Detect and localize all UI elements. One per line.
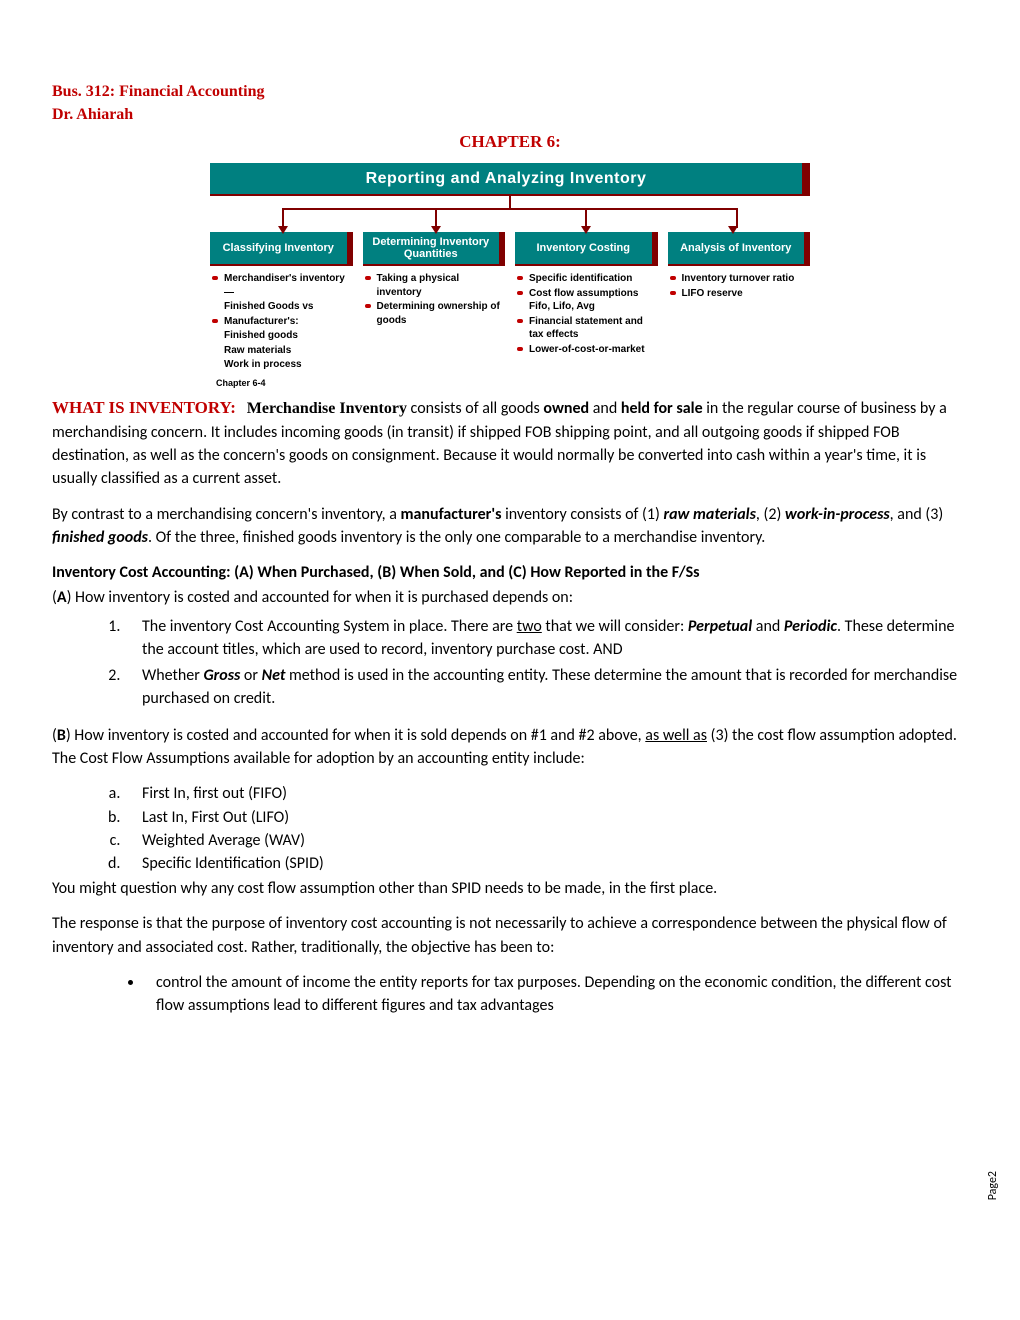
list-A-2: Whether Gross or Net method is used in t…	[124, 664, 968, 710]
t: The inventory Cost Accounting System in …	[142, 617, 517, 636]
t: ) How inventory is costed and accounted …	[66, 726, 645, 745]
sub-box-determining: Determining Inventory Quantities	[363, 232, 506, 266]
t: inventory consists of (1)	[501, 505, 663, 524]
diagram-bullet: Manufacturer's:	[212, 315, 353, 329]
t: and	[589, 399, 621, 418]
chapter-heading: CHAPTER 6:	[52, 130, 968, 155]
diagram-connectors	[210, 196, 810, 232]
B-intro: (B) How inventory is costed and accounte…	[52, 724, 968, 770]
t: , and (3)	[890, 505, 944, 524]
sub-box-analysis: Analysis of Inventory	[668, 232, 811, 266]
diagram-chapter-label: Chapter 6-4	[216, 379, 810, 388]
diagram-bullet: Cost flow assumptions Fifo, Lifo, Avg	[517, 287, 658, 314]
para-manufacturer: By contrast to a merchandising concern's…	[52, 503, 968, 549]
A-intro: (A) How inventory is costed and accounte…	[52, 586, 968, 609]
t: By contrast to a merchandising concern's…	[52, 505, 400, 524]
held: held for sale	[621, 399, 703, 418]
aswell: as well as	[645, 726, 707, 745]
diagram-title-bar: Reporting and Analyzing Inventory	[210, 163, 810, 196]
list-A: The inventory Cost Accounting System in …	[52, 615, 968, 710]
question-para: You might question why any cost flow ass…	[52, 877, 968, 900]
owned: owned	[543, 399, 589, 418]
sub-box-costing: Inventory Costing	[515, 232, 658, 266]
course-title: Bus. 312: Financial Accounting	[52, 80, 968, 103]
sub-box-classifying: Classifying Inventory	[210, 232, 353, 266]
wip: work-in-process	[785, 505, 890, 524]
objective-item: control the amount of income the entity …	[144, 971, 968, 1017]
merch-inv-label: Merchandise Inventory	[247, 400, 407, 417]
net: Net	[262, 666, 286, 685]
diagram-bullet: Merchandiser's inventory—	[212, 272, 353, 299]
diagram-bullet: Determining ownership of goods	[365, 300, 506, 327]
A-letter: A	[57, 588, 67, 607]
instructor-name: Dr. Ahiarah	[52, 103, 968, 126]
list-A-1: The inventory Cost Accounting System in …	[124, 615, 968, 661]
diagram-bullet: Finished goods	[212, 329, 353, 343]
diagram-bullet: Taking a physical inventory	[365, 272, 506, 299]
perp: Perpetual	[688, 617, 752, 636]
diagram-bullet: Financial statement and tax effects	[517, 315, 658, 342]
diagram-bullets: Merchandiser's inventory—Finished Goods …	[210, 272, 810, 373]
diagram-bullet: Inventory turnover ratio	[670, 272, 811, 286]
diagram-bullet: Work in process	[212, 358, 353, 372]
list-B-d: Specific Identification (SPID)	[124, 852, 968, 875]
B-letter: B	[57, 726, 66, 745]
ica-heading: Inventory Cost Accounting: (A) When Purc…	[52, 561, 968, 584]
list-B-c: Weighted Average (WAV)	[124, 829, 968, 852]
para-what-is-inventory: WHAT IS INVENTORY: Merchandise Inventory…	[52, 396, 968, 490]
t: that we will consider:	[542, 617, 688, 636]
peri: Periodic	[784, 617, 837, 636]
diagram-bullet: Specific identification	[517, 272, 658, 286]
bul-col-2: Specific identificationCost flow assumpt…	[515, 272, 658, 373]
diagram-bullet: LIFO reserve	[670, 287, 811, 301]
t: and	[752, 617, 784, 636]
bul-col-0: Merchandiser's inventory—Finished Goods …	[210, 272, 353, 373]
objective-list: control the amount of income the entity …	[52, 971, 968, 1017]
bul-col-1: Taking a physical inventoryDetermining o…	[363, 272, 506, 373]
raw: raw materials	[663, 505, 755, 524]
what-is-heading: WHAT IS INVENTORY:	[52, 398, 236, 417]
page-number: Page2	[985, 1171, 1002, 1200]
gross: Gross	[203, 666, 240, 685]
t: . Of the three, finished goods inventory…	[148, 528, 765, 547]
response-para: The response is that the purpose of inve…	[52, 912, 968, 958]
t: , (2)	[756, 505, 785, 524]
diagram-subheadings: Classifying Inventory Determining Invent…	[210, 232, 810, 266]
bul-col-3: Inventory turnover ratioLIFO reserve	[668, 272, 811, 373]
t: Whether	[142, 666, 203, 685]
two: two	[517, 617, 542, 636]
concept-diagram: Reporting and Analyzing Inventory Classi…	[210, 163, 810, 388]
fg: finished goods	[52, 528, 148, 547]
t: or	[240, 666, 261, 685]
t: ) How inventory is costed and accounted …	[67, 588, 573, 607]
diagram-bullet: Lower-of-cost-or-market	[517, 343, 658, 357]
t: consists of all goods	[407, 399, 543, 418]
diagram-bullet: Finished Goods vs	[212, 300, 353, 314]
list-B-b: Last In, First Out (LIFO)	[124, 806, 968, 829]
list-B-a: First In, first out (FIFO)	[124, 782, 968, 805]
diagram-bullet: Raw materials	[212, 344, 353, 358]
manuf: manufacturer's	[400, 505, 501, 524]
list-B: First In, first out (FIFO) Last In, Firs…	[52, 782, 968, 875]
